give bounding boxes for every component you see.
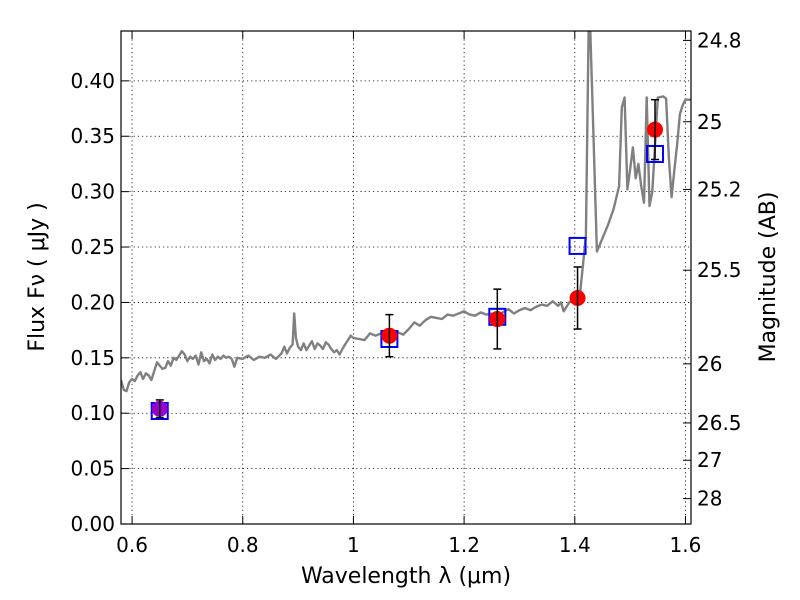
y-tick-label: 0.05 <box>70 457 115 481</box>
photometry-markers <box>150 98 665 420</box>
y2-tick-label: 26 <box>697 352 722 376</box>
y-tick-label: 0.35 <box>70 124 115 148</box>
x-tick-label: 0.6 <box>116 533 148 557</box>
y-tick-label: 0.30 <box>70 180 115 204</box>
y-tick-label: 0.15 <box>70 346 115 370</box>
model-square <box>568 236 587 255</box>
axis-ticks: 0.6 0.8 1 1.2 1.4 1.6 0.00 0.05 0.10 0.15 0.20 0.25… <box>70 28 741 557</box>
y-tick-label: 0.25 <box>70 235 115 259</box>
y-tick-label: 0.10 <box>70 401 115 425</box>
y2-tick-label: 27 <box>697 448 722 472</box>
x-tick-label: 1.6 <box>670 533 702 557</box>
model-spectrum <box>121 31 691 393</box>
y2-tick-label: 25.5 <box>697 258 742 282</box>
y-tick-label: 0.40 <box>70 69 115 93</box>
x-tick-label: 1 <box>347 533 360 557</box>
x-tick-label: 1.4 <box>559 533 591 557</box>
y2-tick-label: 26.5 <box>697 411 742 435</box>
y-tick-label: 0.00 <box>70 512 115 536</box>
x-tick-label: 1.2 <box>448 533 480 557</box>
x-axis-label: Wavelength λ (μm) <box>301 564 511 589</box>
plot-frame <box>120 30 692 525</box>
y-tick-label: 0.20 <box>70 290 115 314</box>
spectrum-line <box>121 31 691 393</box>
y2-tick-label: 25.2 <box>697 177 742 201</box>
x-tick-label: 0.8 <box>227 533 259 557</box>
y2-tick-label: 28 <box>697 487 722 511</box>
y2-tick-label: 24.8 <box>697 28 742 52</box>
y-axis-label: Flux Fν ( μJy ) <box>25 202 50 351</box>
y2-axis-label: Magnitude (AB) <box>756 192 781 363</box>
y2-tick-label: 25 <box>697 110 722 134</box>
